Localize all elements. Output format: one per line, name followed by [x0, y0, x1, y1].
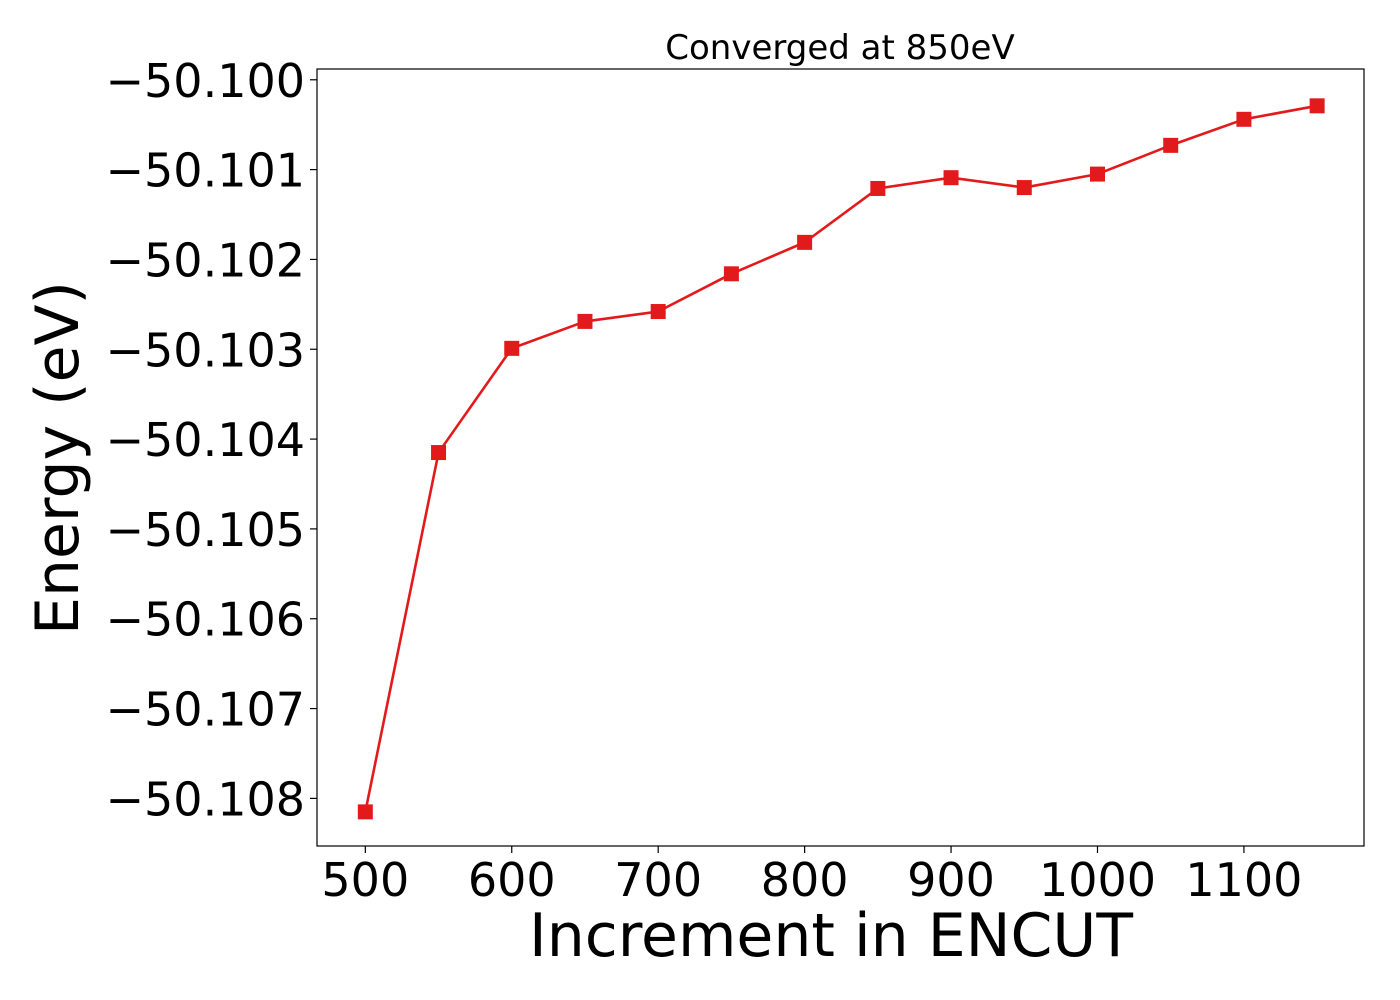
- data-point: [797, 234, 813, 250]
- data-point: [504, 340, 520, 356]
- y-tick-label: −50.103: [106, 323, 306, 377]
- data-point: [1309, 98, 1325, 114]
- y-axis-ticks: −50.100 −50.101 −50.102 −50.103 −50.104 −50.1…: [106, 54, 317, 826]
- y-tick-label: −50.106: [106, 593, 306, 647]
- x-tick-label: 1100: [1185, 853, 1302, 907]
- x-tick-label: 800: [761, 853, 849, 907]
- data-point: [431, 445, 447, 461]
- y-tick-label: −50.104: [106, 413, 306, 467]
- y-tick-label: −50.102: [106, 233, 306, 287]
- x-tick-label: 1000: [1039, 853, 1156, 907]
- series-layer: [357, 98, 1325, 820]
- y-tick-label: −50.108: [106, 772, 306, 826]
- series-line: [364, 104, 1318, 813]
- data-point: [943, 170, 959, 186]
- plot-frame: [316, 68, 1365, 847]
- y-tick-label: −50.101: [106, 144, 306, 198]
- y-axis-label: Energy (eV): [23, 281, 93, 635]
- x-tick-label: 600: [468, 853, 556, 907]
- data-point: [577, 313, 593, 329]
- data-point: [1089, 166, 1105, 182]
- data-point: [1163, 137, 1179, 153]
- y-tick-label: −50.100: [106, 54, 306, 108]
- data-point: [1016, 180, 1032, 196]
- y-tick-label: −50.107: [106, 683, 306, 737]
- data-point: [723, 266, 739, 282]
- x-tick-label: 700: [614, 853, 702, 907]
- data-point: [650, 304, 666, 320]
- x-axis-ticks: 500 600 700 800 900 1000 1100: [321, 846, 1302, 907]
- data-point: [1236, 111, 1252, 127]
- y-tick-label: −50.105: [106, 503, 306, 557]
- data-point: [357, 804, 373, 820]
- chart-title: Converged at 850eV: [665, 28, 1014, 68]
- x-tick-label: 900: [907, 853, 995, 907]
- x-axis-label: Increment in ENCUT: [529, 901, 1133, 971]
- x-tick-label: 500: [321, 853, 409, 907]
- data-point: [870, 180, 886, 196]
